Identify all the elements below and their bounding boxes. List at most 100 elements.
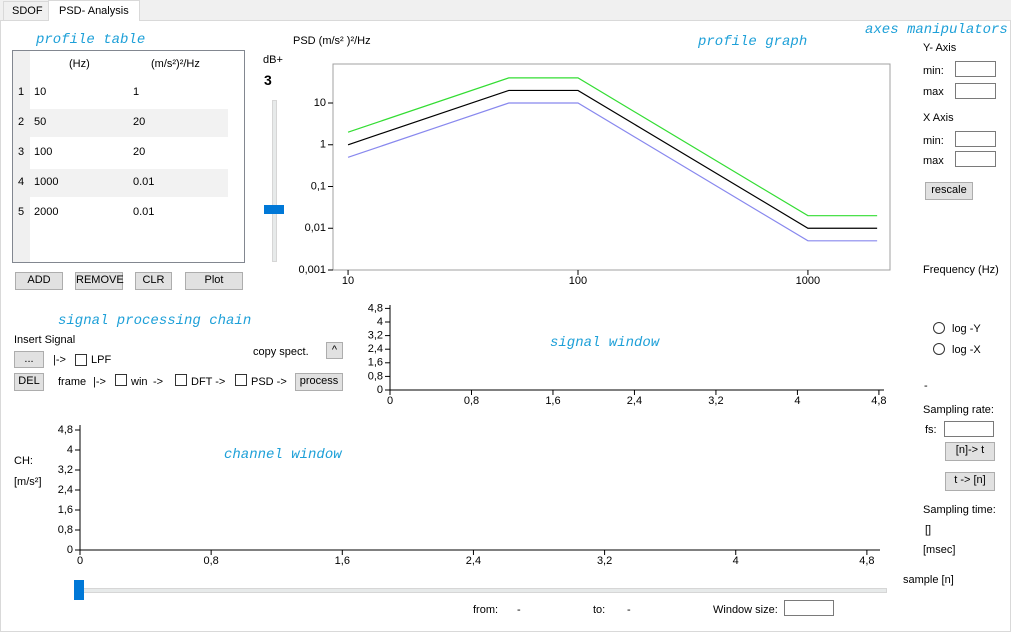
series-line xyxy=(347,102,878,242)
x-tick-label: 10 xyxy=(342,275,354,287)
input[interactable] xyxy=(955,61,996,77)
checkbox[interactable] xyxy=(115,374,127,386)
label: X Axis xyxy=(923,112,954,124)
x-tick-label: 100 xyxy=(569,275,587,287)
input[interactable] xyxy=(955,131,996,147)
cell: 20 xyxy=(133,146,146,158)
value: [] xyxy=(925,524,932,536)
button[interactable]: rescale xyxy=(925,182,973,200)
chart-title: channel window xyxy=(224,447,342,463)
series-line xyxy=(347,89,878,229)
row-label: 4 xyxy=(18,176,25,188)
label: from: xyxy=(473,604,499,616)
y-tick-label: 1,6 xyxy=(58,504,73,516)
label: max xyxy=(923,86,944,98)
cell: 10 xyxy=(34,86,47,98)
label: max xyxy=(923,155,944,167)
checkbox[interactable] xyxy=(175,374,187,386)
label: Y- Axis xyxy=(923,42,957,54)
label: to: xyxy=(593,604,606,616)
y-tick-label: 0,8 xyxy=(58,524,73,536)
value: - xyxy=(517,604,521,616)
row-label: 2 xyxy=(18,116,25,128)
y-axis-label: [m/s²] xyxy=(14,476,42,488)
y-tick-label: 3,2 xyxy=(58,464,73,476)
button[interactable]: REMOVE xyxy=(75,272,124,290)
y-axis-label: PSD (m/s² )²/Hz xyxy=(293,35,371,47)
button[interactable]: [n]-> t xyxy=(945,442,995,461)
button[interactable]: ^ xyxy=(326,342,343,359)
radio[interactable] xyxy=(933,322,945,334)
x-tick-label: 4,8 xyxy=(871,395,886,407)
label: |-> xyxy=(53,354,66,366)
y-tick-label: 1,6 xyxy=(368,357,383,369)
checkbox[interactable] xyxy=(235,374,247,386)
table: (Hz) (m/s²)²/Hz 1 10 1 2 50 20 3 100 20 4 1000 0.01… xyxy=(12,50,245,263)
slider-thumb[interactable] xyxy=(264,205,284,214)
button[interactable]: Plot xyxy=(185,272,243,290)
x-tick-label: 2,4 xyxy=(466,555,481,567)
row-stripe xyxy=(30,169,228,197)
label: copy spect. xyxy=(253,346,309,358)
plot-frame xyxy=(332,63,891,271)
slider-label: dB+ xyxy=(263,54,283,66)
button[interactable]: ... xyxy=(14,351,44,368)
radio-label: log -Y xyxy=(952,323,981,335)
slider-track xyxy=(80,588,887,593)
y-tick-label: 0 xyxy=(67,544,73,556)
input[interactable] xyxy=(955,151,996,167)
x-tick-label: 4,8 xyxy=(859,555,874,567)
x-tick-label: 0 xyxy=(387,395,393,407)
cell: 1 xyxy=(133,86,140,98)
cell: 2000 xyxy=(34,206,59,218)
label: Insert Signal xyxy=(14,334,76,346)
checkbox[interactable] xyxy=(75,354,87,366)
row-label: 1 xyxy=(18,86,25,98)
cell: 0.01 xyxy=(133,176,155,188)
label: PSD -> xyxy=(251,376,287,388)
x-axis-label: Frequency (Hz) xyxy=(923,264,999,276)
slider-track xyxy=(272,100,277,262)
y-tick-label: 4,8 xyxy=(58,424,73,436)
x-tick-label: 0,8 xyxy=(464,395,479,407)
y-tick-label: 0,001 xyxy=(298,264,326,276)
label: -> xyxy=(153,376,164,388)
y-tick-label: 10 xyxy=(314,97,326,109)
x-tick-label: 0,8 xyxy=(203,555,218,567)
tab-active[interactable]: PSD- Analysis xyxy=(48,0,140,21)
label: min: xyxy=(923,65,944,77)
input[interactable] xyxy=(944,421,994,437)
button[interactable]: DEL xyxy=(14,373,44,391)
label: win xyxy=(131,376,148,388)
label: LPF xyxy=(91,354,112,366)
section-title: profile table xyxy=(36,32,146,48)
radio-label: log -X xyxy=(952,344,981,356)
column-header: (m/s²)²/Hz xyxy=(151,58,200,70)
input[interactable] xyxy=(784,600,834,616)
input[interactable] xyxy=(955,83,996,99)
button[interactable]: t -> [n] xyxy=(945,472,995,491)
x-tick-label: 3,2 xyxy=(597,555,612,567)
y-tick-label: 0,01 xyxy=(305,222,326,234)
y-tick-label: 0 xyxy=(377,384,383,396)
y-tick-label: 0,8 xyxy=(368,370,383,382)
x-tick-label: 0 xyxy=(77,555,83,567)
tab[interactable]: SDOF xyxy=(3,1,52,21)
radio[interactable] xyxy=(933,343,945,355)
row-header xyxy=(13,51,30,262)
x-tick-label: 1,6 xyxy=(335,555,350,567)
button[interactable]: process xyxy=(295,373,343,391)
button[interactable]: ADD xyxy=(15,272,63,290)
label: min: xyxy=(923,135,944,147)
x-tick-label: 4 xyxy=(733,555,739,567)
cell: 50 xyxy=(34,116,47,128)
slider-thumb[interactable] xyxy=(74,580,84,600)
status: - xyxy=(924,380,928,392)
y-tick-label: 4,8 xyxy=(368,302,383,314)
row-label: 3 xyxy=(18,146,25,158)
y-tick-label: 1 xyxy=(320,139,326,151)
button[interactable]: CLR xyxy=(135,272,172,290)
label: Window size: xyxy=(713,604,778,616)
